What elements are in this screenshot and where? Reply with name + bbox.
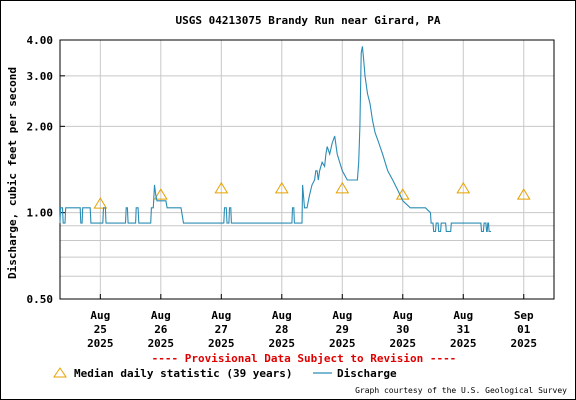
x-tick-label: Aug 30 2025 xyxy=(390,309,417,350)
median-marker xyxy=(214,181,229,194)
x-tick-label: Aug 25 2025 xyxy=(87,309,114,350)
y-tick-label: 4.00 xyxy=(27,34,54,47)
y-tick-label: 3.00 xyxy=(27,70,54,83)
x-tick-label: Aug 31 2025 xyxy=(450,309,477,350)
plot-area xyxy=(59,39,555,300)
legend-discharge-label: Discharge xyxy=(337,367,397,380)
series-layer xyxy=(59,46,531,233)
legend: Median daily statistic (39 years) Discha… xyxy=(53,367,397,380)
median-marker xyxy=(274,181,289,194)
chart-title: USGS 04213075 Brandy Run near Girard, PA xyxy=(176,14,441,27)
x-tick-label: Aug 29 2025 xyxy=(329,309,356,350)
y-axis-label: Discharge, cubic feet per second xyxy=(6,67,19,279)
median-marker xyxy=(93,197,108,209)
x-axis-ticks: Aug 25 2025 Aug 26 2025 Aug 27 2025 Aug 28 2025 Aug 2… xyxy=(87,294,537,350)
x-tick-label: Aug 27 2025 xyxy=(208,309,235,350)
credit-text: Graph courtesy of the U.S. Geological Su… xyxy=(355,386,567,395)
x-tick-label: Aug 26 2025 xyxy=(148,309,175,350)
y-tick-label: 1.00 xyxy=(27,207,54,220)
median-marker xyxy=(153,188,168,200)
legend-median-label: Median daily statistic (39 years) xyxy=(74,367,293,380)
median-marker xyxy=(456,181,471,194)
provisional-note: ---- Provisional Data Subject to Revisio… xyxy=(152,352,457,365)
legend-triangle-icon xyxy=(53,367,67,378)
x-tick-label: Aug 28 2025 xyxy=(269,309,296,350)
x-tick-label: Sep 01 2025 xyxy=(511,309,538,350)
y-tick-label: 0.50 xyxy=(27,293,54,306)
median-marker xyxy=(516,188,531,200)
y-tick-label: 2.00 xyxy=(27,120,54,133)
discharge-line xyxy=(59,46,491,233)
median-marker xyxy=(335,181,350,194)
y-axis-ticks: 4.00 3.00 2.00 1.00 0.50 xyxy=(27,34,65,306)
grid-lines xyxy=(60,39,554,299)
